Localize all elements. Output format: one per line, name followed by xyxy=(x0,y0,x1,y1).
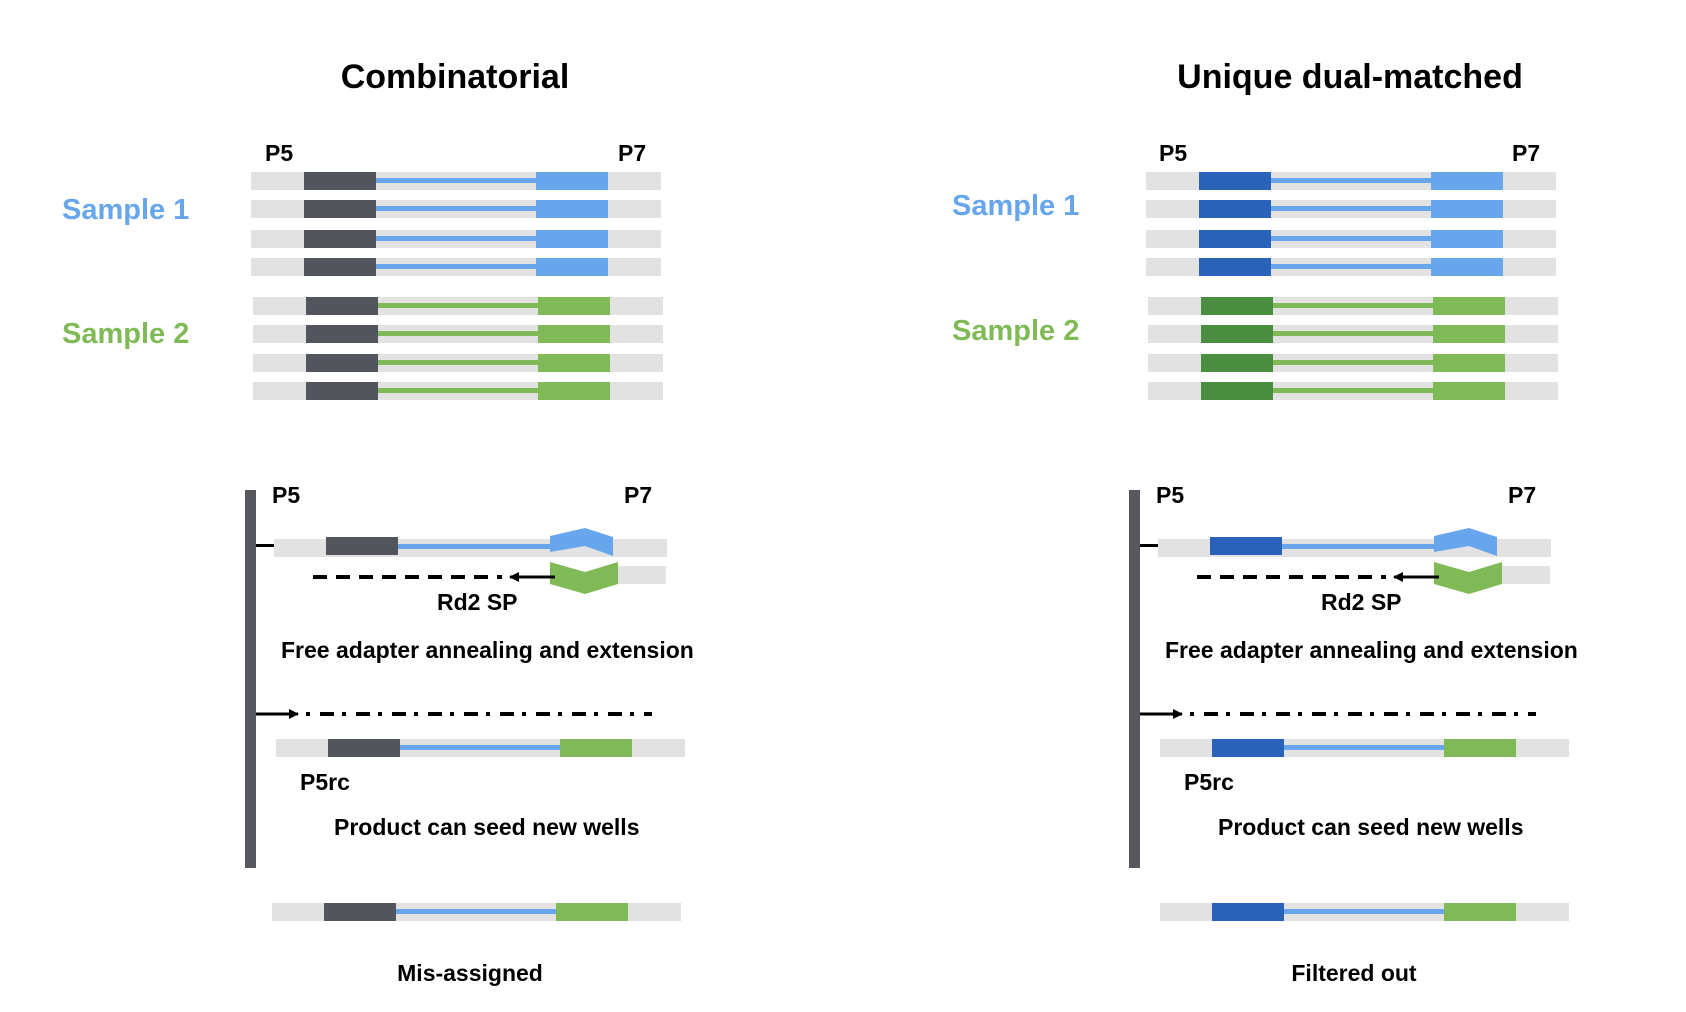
p5rc-product-fragment xyxy=(276,739,685,757)
fragment xyxy=(1146,230,1556,248)
fragment xyxy=(1148,325,1558,343)
sample-1-fragments xyxy=(251,172,661,276)
sample-2-label: Sample 2 xyxy=(62,318,189,350)
blue-index-flap xyxy=(550,528,613,556)
fragment xyxy=(251,172,661,190)
flowcell-surface xyxy=(1129,490,1140,868)
fragment xyxy=(251,230,661,248)
sample-2-fragments xyxy=(1148,297,1558,400)
sample-2-fragments xyxy=(253,297,663,400)
fragment xyxy=(1146,200,1556,218)
rd2-sp-label: Rd2 SP xyxy=(1321,589,1402,615)
surface-tether xyxy=(1140,544,1158,547)
fragment xyxy=(1148,354,1558,372)
resulting-fragment xyxy=(1160,903,1569,921)
p5-label: P5 xyxy=(1159,140,1187,166)
p5-label-lower: P5 xyxy=(1156,482,1184,508)
blue-index-flap xyxy=(1434,528,1497,556)
fragment xyxy=(253,382,663,400)
sample-1-label: Sample 1 xyxy=(62,194,189,226)
annealing-caption: Free adapter annealing and extension xyxy=(1165,637,1578,663)
sample-1-label: Sample 1 xyxy=(952,190,1079,222)
outcome-caption: Filtered out xyxy=(1291,960,1417,986)
green-free-adapter xyxy=(550,562,618,594)
fragment xyxy=(251,258,661,276)
p5-label: P5 xyxy=(265,140,293,166)
p7-label-lower: P7 xyxy=(1508,482,1536,508)
sample-2-label: Sample 2 xyxy=(952,315,1079,347)
panel-unique-dual-matched: Unique dual-matched P5 P7 Sample 1 Sampl… xyxy=(952,58,1578,986)
rd2-sp-label: Rd2 SP xyxy=(437,589,518,615)
outcome-caption: Mis-assigned xyxy=(397,960,543,986)
panel-title: Unique dual-matched xyxy=(1177,58,1523,96)
p7-label: P7 xyxy=(1512,140,1540,166)
fragment xyxy=(1148,382,1558,400)
fragment xyxy=(251,200,661,218)
p7-label-lower: P7 xyxy=(624,482,652,508)
fragment xyxy=(1146,258,1556,276)
sample-1-fragments xyxy=(1146,172,1556,276)
green-free-adapter xyxy=(1434,562,1502,594)
p7-label: P7 xyxy=(618,140,646,166)
resulting-fragment xyxy=(272,903,681,921)
tethered-fragment xyxy=(274,528,667,594)
annealing-caption: Free adapter annealing and extension xyxy=(281,637,694,663)
fragment xyxy=(253,325,663,343)
p5rc-label: P5rc xyxy=(300,769,350,795)
tethered-fragment xyxy=(1158,528,1551,594)
surface-tether xyxy=(256,544,274,547)
fragment xyxy=(253,354,663,372)
seed-caption: Product can seed new wells xyxy=(1218,814,1524,840)
p5-label-lower: P5 xyxy=(272,482,300,508)
seed-caption: Product can seed new wells xyxy=(334,814,640,840)
fragment xyxy=(1146,172,1556,190)
p5rc-product-fragment xyxy=(1160,739,1569,757)
fragment xyxy=(1148,297,1558,315)
fragment xyxy=(253,297,663,315)
panel-combinatorial: Combinatorial P5 P7 Sample 1 Sample 2 xyxy=(62,58,694,986)
panel-title: Combinatorial xyxy=(341,58,570,96)
flowcell-surface xyxy=(245,490,256,868)
p5rc-label: P5rc xyxy=(1184,769,1234,795)
